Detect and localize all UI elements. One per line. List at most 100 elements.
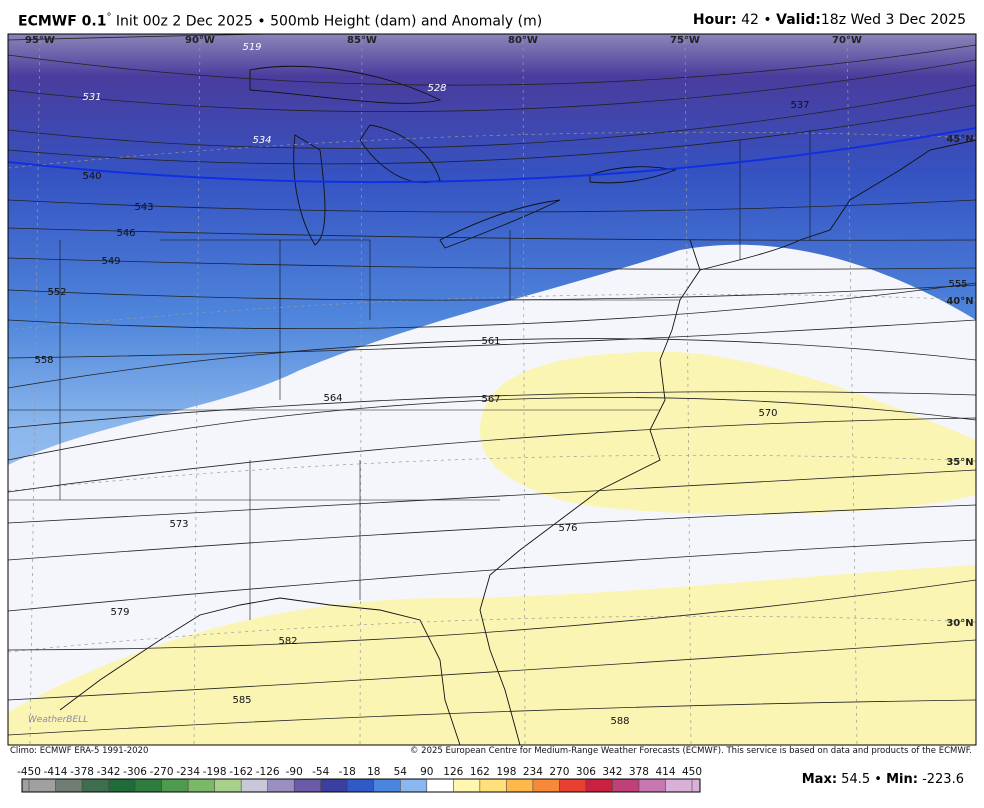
coastline: [699, 139, 976, 271]
contour-label: 570: [758, 408, 777, 419]
colorbar-label: -270: [150, 766, 174, 778]
contour-label: 555: [948, 279, 967, 290]
contour-label: 549: [101, 256, 120, 267]
colorbar-label: -342: [97, 766, 121, 778]
separator: •: [257, 13, 266, 30]
contour-line: [8, 282, 976, 330]
max-label: Max:: [801, 772, 838, 787]
contour-label: 543: [134, 202, 153, 213]
colorbar-label: -234: [176, 766, 200, 778]
color-swatch: [108, 779, 136, 792]
coordinate-labels: 95°W 90°W 85°W 80°W 75°W 70°W 45°N 40°N 35°N 30°N: [25, 35, 974, 629]
colorbar: -450 -414 -378 -342 -306 -270 -234 -198 -162 -126…: [17, 766, 702, 793]
logo: WeatherBELL: [28, 715, 88, 725]
color-swatch: [585, 779, 613, 792]
color-swatch: [559, 779, 587, 792]
title: ECMWF 0.1° Init 00z 2 Dec 2025 • 500mb H…: [18, 12, 542, 30]
colorbar-label: 270: [549, 766, 569, 778]
contour-label: 576: [558, 523, 577, 534]
contour-line: [8, 59, 976, 112]
color-swatch: [294, 779, 322, 792]
contour-line: [8, 579, 976, 651]
colorbar-label: -198: [203, 766, 227, 778]
contour-label: 585: [232, 695, 251, 706]
latitude-label: 40°N: [946, 296, 973, 307]
colorbar-label: 378: [629, 766, 649, 778]
coastline: [479, 239, 701, 745]
contour-label: 534: [252, 135, 271, 146]
contour-label: 588: [610, 716, 629, 727]
longitude-label: 95°W: [25, 35, 55, 46]
longitude-label: 85°W: [347, 35, 377, 46]
contour-label: 561: [481, 336, 500, 347]
contour-line: [8, 34, 289, 41]
contour-line: [8, 397, 976, 461]
parallel: [8, 615, 976, 653]
longitude-label: 90°W: [185, 35, 215, 46]
lake: [359, 124, 441, 184]
parallel: [8, 131, 976, 169]
color-swatch: [453, 779, 481, 792]
colorbar-label: -126: [256, 766, 280, 778]
colorbar-cap: [22, 779, 29, 792]
field: 500mb Height (dam) and Anomaly (m): [270, 13, 543, 30]
contour-label: 552: [47, 287, 66, 298]
latitude-label: 35°N: [946, 457, 973, 468]
lake: [249, 65, 442, 104]
contour-line: [8, 104, 976, 165]
contour-line: [8, 391, 976, 429]
lake: [589, 166, 677, 184]
contour-label: 579: [110, 607, 129, 618]
colorbar-label: -162: [229, 766, 253, 778]
contour-label: 558: [34, 355, 53, 366]
contour-line: [8, 417, 976, 493]
contour-label: 537: [790, 100, 809, 111]
map-frame: [7, 33, 977, 746]
hour-label: Hour:: [692, 12, 737, 28]
colorbar-label: 126: [443, 766, 463, 778]
colorbar-label: -450: [17, 766, 41, 778]
colorbar-label: -378: [70, 766, 94, 778]
color-swatch: [638, 779, 666, 792]
colorbar-label: -54: [312, 766, 329, 778]
color-swatch: [506, 779, 534, 792]
degree: °: [106, 12, 112, 23]
colorbar-label: 414: [655, 766, 675, 778]
contour-label: 582: [278, 636, 297, 647]
contour-540: [8, 127, 976, 184]
color-swatch: [320, 779, 348, 792]
hour: 42: [741, 12, 759, 28]
color-swatch: [373, 779, 401, 792]
valid-label: Valid:: [776, 12, 821, 28]
colorbar-label: 162: [470, 766, 490, 778]
contour-label: 567: [481, 394, 500, 405]
contour-line: [8, 699, 976, 736]
colorbar-label: 450: [682, 766, 702, 778]
longitude-label: 70°W: [832, 35, 862, 46]
contour-line: [8, 44, 976, 86]
color-swatch: [188, 779, 216, 792]
color-swatch: [135, 779, 163, 792]
contour-line: [8, 504, 976, 561]
model: ECMWF 0.1: [18, 13, 107, 30]
longitude-label: 80°W: [508, 35, 538, 46]
colorbar-label: 342: [602, 766, 622, 778]
color-swatch: [612, 779, 640, 792]
color-swatch: [347, 779, 375, 792]
graticule: [8, 34, 976, 745]
contour-label: 546: [116, 228, 135, 239]
color-swatch: [55, 779, 83, 792]
init: Init 00z 2 Dec 2025: [115, 13, 253, 30]
colorbar-label: -306: [123, 766, 147, 778]
latitude-label: 45°N: [946, 134, 973, 145]
color-swatch: [161, 779, 189, 792]
valid-info: Hour: 42 • Valid:18z Wed 3 Dec 2025: [693, 12, 966, 28]
min-value: -223.6: [922, 772, 964, 787]
anomaly-shading: 519 528 531 534 537 540 543 546 549 552 555 558 561 5…: [8, 34, 976, 745]
color-swatch: [400, 779, 428, 792]
colorbar-label: -18: [339, 766, 356, 778]
colorbar-label: 54: [394, 766, 408, 778]
contour-line: [8, 338, 976, 389]
color-swatch: [532, 779, 560, 792]
